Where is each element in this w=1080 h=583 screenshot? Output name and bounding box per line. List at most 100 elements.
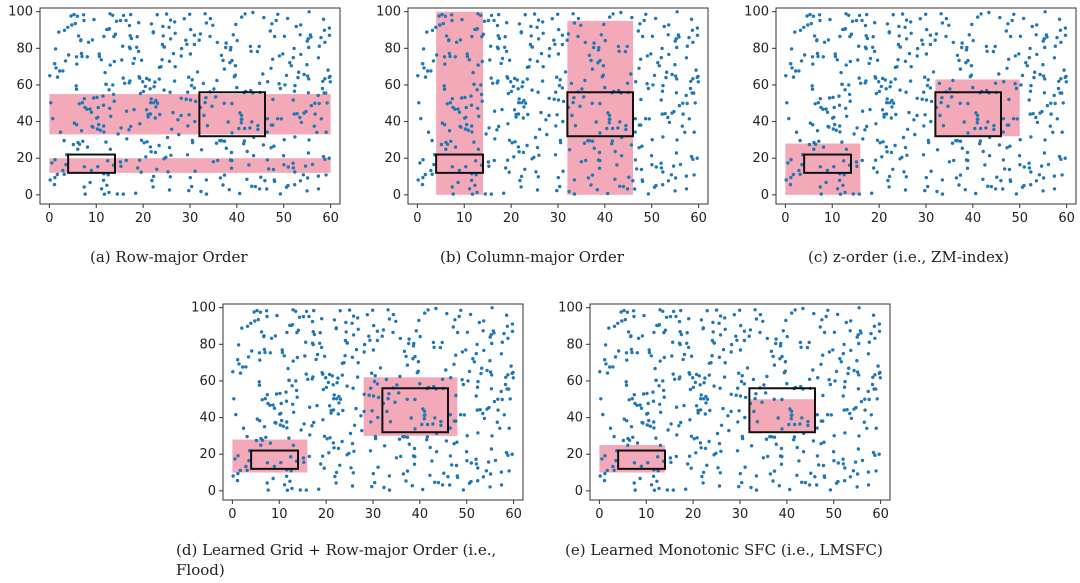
point bbox=[81, 13, 86, 17]
point bbox=[958, 67, 963, 71]
point bbox=[561, 119, 565, 124]
point bbox=[701, 470, 706, 475]
point bbox=[774, 442, 778, 446]
point bbox=[831, 348, 835, 352]
point bbox=[236, 454, 240, 458]
point bbox=[1027, 55, 1032, 60]
point bbox=[301, 173, 306, 177]
point bbox=[674, 37, 678, 41]
point bbox=[92, 17, 96, 22]
point bbox=[280, 348, 284, 352]
point bbox=[479, 83, 483, 87]
point bbox=[278, 391, 282, 396]
point bbox=[444, 140, 448, 145]
point bbox=[450, 185, 454, 189]
point bbox=[865, 124, 869, 129]
point bbox=[929, 99, 934, 104]
point bbox=[978, 142, 982, 146]
point bbox=[654, 378, 658, 382]
point bbox=[500, 107, 504, 112]
point bbox=[222, 67, 227, 71]
point bbox=[1017, 154, 1022, 158]
point bbox=[519, 185, 523, 189]
point bbox=[557, 83, 562, 88]
point bbox=[941, 124, 946, 128]
point bbox=[320, 454, 325, 458]
point bbox=[857, 192, 861, 196]
point bbox=[413, 354, 417, 359]
point bbox=[527, 65, 531, 69]
point bbox=[860, 18, 864, 23]
y-tick-label: 80 bbox=[16, 41, 33, 56]
point bbox=[655, 479, 659, 483]
point bbox=[263, 179, 267, 183]
point bbox=[421, 487, 425, 492]
point bbox=[292, 89, 297, 93]
point bbox=[758, 330, 762, 335]
point bbox=[288, 61, 292, 65]
point bbox=[857, 306, 861, 310]
y-tick-label: 40 bbox=[16, 115, 33, 130]
point bbox=[290, 384, 294, 388]
point bbox=[306, 151, 311, 155]
point bbox=[179, 96, 183, 101]
point bbox=[876, 364, 880, 368]
point bbox=[48, 178, 52, 182]
point bbox=[124, 109, 129, 113]
point bbox=[848, 59, 852, 64]
point bbox=[992, 127, 996, 132]
point bbox=[652, 330, 656, 335]
point bbox=[268, 29, 272, 33]
point bbox=[316, 56, 321, 60]
point bbox=[685, 44, 689, 48]
point bbox=[682, 403, 686, 408]
point bbox=[285, 426, 289, 430]
point bbox=[74, 55, 79, 59]
point bbox=[510, 452, 514, 456]
point bbox=[572, 192, 577, 196]
point bbox=[272, 144, 276, 148]
point bbox=[375, 338, 380, 343]
point bbox=[467, 369, 472, 374]
point bbox=[985, 49, 989, 53]
point bbox=[637, 146, 641, 150]
point bbox=[833, 52, 837, 56]
point bbox=[352, 449, 356, 453]
point bbox=[597, 166, 602, 170]
point bbox=[865, 12, 869, 17]
point bbox=[282, 354, 286, 358]
point bbox=[987, 154, 992, 158]
point bbox=[675, 77, 679, 81]
point bbox=[855, 126, 859, 130]
point bbox=[306, 377, 310, 381]
point bbox=[726, 414, 730, 418]
point bbox=[808, 12, 812, 17]
point bbox=[284, 390, 288, 394]
point bbox=[772, 469, 777, 473]
point bbox=[951, 40, 955, 45]
point bbox=[1027, 98, 1031, 102]
point bbox=[324, 173, 328, 177]
point bbox=[1060, 91, 1064, 95]
point bbox=[739, 323, 743, 328]
point bbox=[554, 90, 558, 94]
point bbox=[193, 99, 198, 104]
point bbox=[572, 96, 576, 100]
point bbox=[471, 357, 475, 361]
point bbox=[429, 168, 433, 173]
point bbox=[324, 91, 328, 95]
point bbox=[327, 75, 331, 80]
point bbox=[159, 65, 163, 69]
point bbox=[778, 357, 782, 361]
point bbox=[490, 341, 494, 346]
point bbox=[426, 69, 430, 73]
point bbox=[818, 325, 822, 329]
point bbox=[238, 371, 243, 375]
point bbox=[72, 121, 77, 125]
point bbox=[738, 308, 742, 312]
point bbox=[334, 481, 338, 485]
point bbox=[318, 331, 322, 335]
point bbox=[179, 46, 184, 51]
point bbox=[618, 120, 622, 124]
point bbox=[141, 80, 145, 84]
